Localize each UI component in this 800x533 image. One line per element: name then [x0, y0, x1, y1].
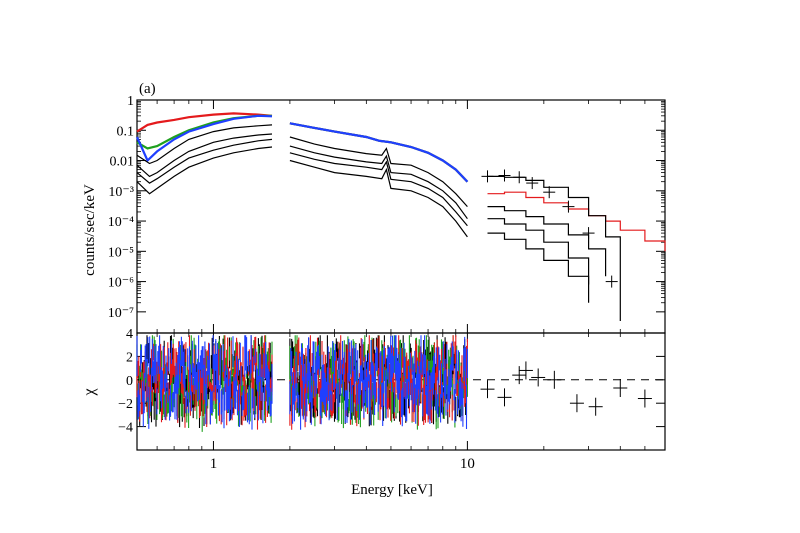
bottom-panel: 4 2 0 −2 −4 1 10 χ Energy [keV] [81, 327, 666, 498]
bottom-panel-points [480, 361, 652, 416]
x-axis-label: Energy [keV] [351, 482, 433, 498]
residual-y-tick-label: 2 [126, 350, 133, 365]
y-tick-label: 0.1 [117, 124, 135, 139]
series-line-black [136, 138, 468, 227]
residual-y-tick-label: −4 [118, 421, 133, 436]
y-tick-label: 10⁻⁷ [108, 306, 134, 321]
x-tick-label: 1 [210, 456, 218, 472]
series-line-black [136, 146, 468, 238]
y-tick-label: 0.01 [110, 155, 135, 170]
y-tick-label: 10⁻⁴ [108, 215, 134, 230]
top-y-axis-label: counts/sec/keV [82, 184, 98, 276]
series-line-black [136, 124, 468, 208]
x-tick-label: 10 [460, 456, 475, 472]
series-line-red [487, 191, 666, 252]
series-line-black [487, 206, 607, 277]
y-tick-label: 10⁻³ [108, 185, 134, 200]
top-panel: 1 0.1 0.01 10⁻³ 10⁻⁴ 10⁻⁵ 10⁻⁶ 10⁻⁷ counts/sec/… [82, 94, 666, 334]
residual-y-tick-label: 0 [126, 374, 133, 389]
series-line-black [487, 232, 590, 303]
residual-band-blue [136, 335, 273, 430]
series-line-black [136, 133, 468, 220]
top-panel-ticks: 1 0.1 0.01 10⁻³ 10⁻⁴ 10⁻⁵ 10⁻⁶ 10⁻⁷ [108, 94, 666, 333]
residual-y-tick-label: 4 [126, 327, 133, 342]
bottom-panel-residuals [136, 335, 468, 432]
panel-label: (a) [139, 81, 156, 97]
y-tick-label: 10⁻⁶ [108, 276, 134, 291]
y-tick-label: 1 [127, 94, 134, 109]
series-line-black [487, 218, 590, 285]
residual-y-tick-label: −2 [118, 397, 133, 412]
top-panel-series [135, 112, 666, 321]
top-panel-points [481, 169, 618, 288]
y-tick-label: 10⁻⁵ [108, 245, 134, 260]
series-line-blue [135, 114, 469, 183]
bottom-y-axis-label: χ [81, 388, 98, 397]
series-line-black [487, 175, 621, 321]
residual-band-blue [289, 335, 468, 430]
series-line-red [136, 112, 469, 183]
top-plot-frame [136, 99, 666, 334]
